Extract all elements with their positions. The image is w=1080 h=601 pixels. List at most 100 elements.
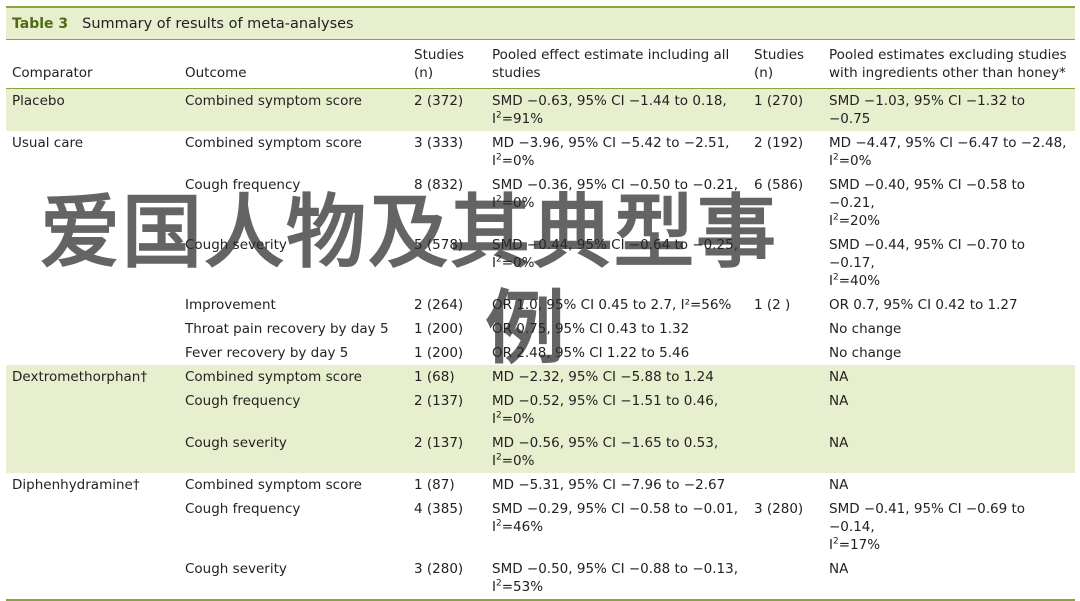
i2-value: =0% xyxy=(838,153,872,169)
i2-superscript: 2 xyxy=(495,152,502,163)
i2-symbol: I xyxy=(829,537,833,553)
cell-studies: 1 (200) xyxy=(408,341,486,365)
cell-comparator xyxy=(6,497,179,557)
cell-studies: 5 (578) xyxy=(408,233,486,293)
cell-studies: 1 (68) xyxy=(408,365,486,389)
i2-value: =46% xyxy=(501,519,544,535)
cell-text: SMD −0.50, 95% CI −0.88 to −0.13, xyxy=(492,561,739,577)
cell-outcome: Cough frequency xyxy=(179,497,408,557)
cell-text: 1 (270) xyxy=(754,93,804,109)
i2-value: =0% xyxy=(501,153,535,169)
i2-superscript: 2 xyxy=(832,536,839,547)
i2-superscript: 2 xyxy=(832,212,839,223)
cell-text: SMD −0.40, 95% CI −0.58 to −0.21, xyxy=(829,177,1026,211)
cell-outcome: Combined symptom score xyxy=(179,131,408,173)
i2-symbol: I xyxy=(492,519,496,535)
cell-text: SMD −0.44, 95% CI −0.64 to −0.25, xyxy=(492,237,739,253)
cell-pooled-all: OR 2.48, 95% CI 1.22 to 5.46 xyxy=(486,341,748,365)
i2-symbol: I xyxy=(829,213,833,229)
cell-text: 4 (385) xyxy=(414,501,464,517)
cell-text: Dextromethorphan† xyxy=(12,369,148,385)
table-label: Table 3 xyxy=(12,15,69,32)
cell-pooled-all: OR 0.75, 95% CI 0.43 to 1.32 xyxy=(486,317,748,341)
cell-studies-excl: 1 (2 ) xyxy=(748,293,823,317)
cell-text: Combined symptom score xyxy=(185,135,362,151)
i2-symbol: I xyxy=(492,255,496,271)
cell-outcome: Cough frequency xyxy=(179,389,408,431)
cell-text: OR 2.48, 95% CI 1.22 to 5.46 xyxy=(492,345,690,361)
i2-value: =91% xyxy=(501,111,544,127)
cell-pooled-all: SMD −0.29, 95% CI −0.58 to −0.01, I2=46% xyxy=(486,497,748,557)
cell-outcome: Combined symptom score xyxy=(179,365,408,389)
meta-analysis-table-figure: Table 3 Summary of results of meta-analy… xyxy=(6,6,1075,601)
i2-value: =53% xyxy=(501,579,544,595)
cell-text: Throat pain recovery by day 5 xyxy=(185,321,389,337)
cell-text: Combined symptom score xyxy=(185,477,362,493)
header-row: Comparator Outcome Studies (n) Pooled ef… xyxy=(6,40,1075,89)
cell-studies: 1 (87) xyxy=(408,473,486,497)
i2-superscript: 2 xyxy=(495,518,502,529)
cell-text: Placebo xyxy=(12,93,65,109)
cell-text: 3 (280) xyxy=(414,561,464,577)
cell-text: Usual care xyxy=(12,135,84,151)
cell-pooled-excl: SMD −0.40, 95% CI −0.58 to −0.21, I2=20% xyxy=(823,173,1075,233)
col-header-outcome: Outcome xyxy=(179,40,408,89)
i2-superscript: 2 xyxy=(495,410,502,421)
cell-studies-excl xyxy=(748,365,823,389)
cell-pooled-all: SMD −0.50, 95% CI −0.88 to −0.13, I2=53% xyxy=(486,557,748,601)
cell-pooled-all: MD −5.31, 95% CI −7.96 to −2.67 xyxy=(486,473,748,497)
i2-superscript: 2 xyxy=(495,194,502,205)
cell-text: MD −5.31, 95% CI −7.96 to −2.67 xyxy=(492,477,726,493)
i2-symbol: I xyxy=(829,153,833,169)
cell-text: 1 (87) xyxy=(414,477,455,493)
col-header-pooled-excl: Pooled estimates excluding studies with … xyxy=(823,40,1075,89)
cell-studies: 4 (385) xyxy=(408,497,486,557)
cell-text: MD −2.32, 95% CI −5.88 to 1.24 xyxy=(492,369,714,385)
cell-comparator xyxy=(6,233,179,293)
cell-comparator xyxy=(6,173,179,233)
cell-text: NA xyxy=(829,477,849,493)
i2-superscript: 2 xyxy=(832,152,839,163)
table-row: Cough severity 5 (578) SMD −0.44, 95% CI −… xyxy=(6,233,1075,293)
i2-symbol: I xyxy=(492,411,496,427)
col-header-studies-excl: Studies (n) xyxy=(748,40,823,89)
cell-comparator xyxy=(6,293,179,317)
table-caption: Table 3 Summary of results of meta-analy… xyxy=(6,6,1075,40)
cell-outcome: Fever recovery by day 5 xyxy=(179,341,408,365)
cell-outcome: Throat pain recovery by day 5 xyxy=(179,317,408,341)
cell-text: SMD −0.63, 95% CI −1.44 to 0.18, xyxy=(492,93,727,109)
cell-text: No change xyxy=(829,345,902,361)
cell-comparator: Dextromethorphan† xyxy=(6,365,179,389)
cell-comparator: Usual care xyxy=(6,131,179,173)
cell-text: 3 (280) xyxy=(754,501,804,517)
cell-text: Cough frequency xyxy=(185,177,301,193)
cell-text: NA xyxy=(829,393,849,409)
i2-superscript: 2 xyxy=(832,272,839,283)
i2-superscript: 2 xyxy=(495,110,502,121)
results-table: Comparator Outcome Studies (n) Pooled ef… xyxy=(6,40,1075,601)
cell-pooled-excl: SMD −1.03, 95% CI −1.32 to −0.75 xyxy=(823,88,1075,131)
cell-pooled-excl: NA xyxy=(823,431,1075,473)
i2-value: =0% xyxy=(501,411,535,427)
cell-text: Cough severity xyxy=(185,435,287,451)
cell-studies: 2 (137) xyxy=(408,389,486,431)
cell-text: 2 (137) xyxy=(414,393,464,409)
cell-studies: 2 (264) xyxy=(408,293,486,317)
i2-value: =0% xyxy=(501,453,535,469)
table-row: Diphenhydramine† Combined symptom score 1 … xyxy=(6,473,1075,497)
cell-outcome: Cough severity xyxy=(179,431,408,473)
table-row: Cough frequency 2 (137) MD −0.52, 95% CI −… xyxy=(6,389,1075,431)
cell-text: OR 0.75, 95% CI 0.43 to 1.32 xyxy=(492,321,690,337)
cell-text: 6 (586) xyxy=(754,177,804,193)
cell-text: SMD −0.29, 95% CI −0.58 to −0.01, xyxy=(492,501,739,517)
cell-text: Combined symptom score xyxy=(185,93,362,109)
cell-text: Combined symptom score xyxy=(185,369,362,385)
cell-text: Cough severity xyxy=(185,237,287,253)
i2-symbol: I xyxy=(492,111,496,127)
col-header-pooled-all: Pooled effect estimate including all stu… xyxy=(486,40,748,89)
cell-outcome: Cough severity xyxy=(179,557,408,601)
cell-text: Fever recovery by day 5 xyxy=(185,345,349,361)
cell-pooled-all: MD −0.52, 95% CI −1.51 to 0.46, I2=0% xyxy=(486,389,748,431)
cell-text: 2 (264) xyxy=(414,297,464,313)
i2-value: =17% xyxy=(838,537,881,553)
